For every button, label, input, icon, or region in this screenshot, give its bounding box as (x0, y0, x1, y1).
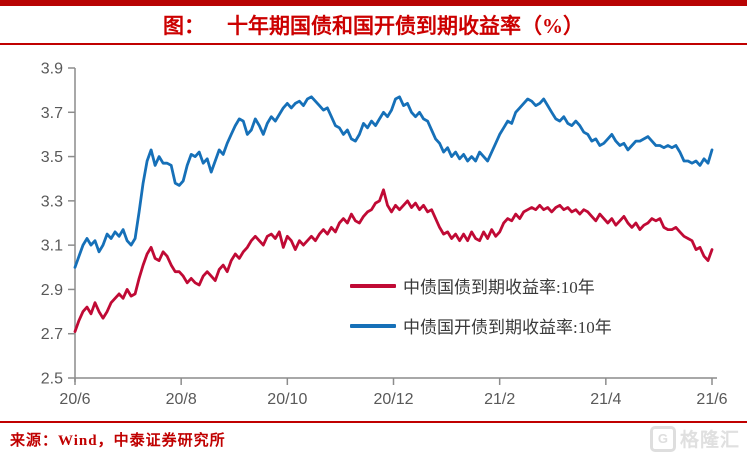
y-tick-label: 2.9 (41, 282, 63, 299)
treasury-line-swatch (350, 283, 396, 288)
yield-chart: 2.5 2.7 2.9 3.1 3.3 3.5 3.7 3.9 20/6 20/8 20/10 20/… (0, 45, 747, 421)
chart-title-tag: 图： (163, 14, 205, 38)
top-accent-bar (0, 0, 747, 6)
y-tick-label: 2.7 (41, 326, 63, 343)
cdb-yield-line (73, 95, 714, 269)
cdb-line-swatch (350, 323, 396, 328)
treasury-yield-line (73, 188, 714, 333)
x-tick-label: 21/2 (484, 391, 515, 408)
y-tick-label: 3.1 (41, 238, 63, 255)
chart-title: 图： 十年期国债和国开债到期收益率（%） (0, 10, 747, 40)
x-tick-label: 21/6 (696, 391, 727, 408)
gelonghui-watermark: G 格隆汇 (649, 425, 740, 452)
yield-chart-canvas: 2.5 2.7 2.9 3.1 3.3 3.5 3.7 3.9 20/6 20/8 20/10 20/… (41, 61, 728, 409)
legend-item-cdb: 中债国开债到期收益率:10年 (350, 315, 612, 337)
y-tick-label: 3.3 (41, 193, 63, 210)
x-tick-label: 20/10 (267, 391, 307, 408)
footer-divider-line (0, 421, 747, 423)
x-tick-label: 20/8 (166, 391, 197, 408)
chart-legend: 中债国债到期收益率:10年 中债国开债到期收益率:10年 (350, 275, 612, 355)
legend-item-treasury: 中债国债到期收益率:10年 (350, 275, 612, 297)
y-tick-label: 3.7 (41, 105, 63, 122)
x-tick-label: 20/12 (373, 391, 413, 408)
gelonghui-logo-icon: G (649, 425, 676, 452)
title-divider-line (0, 43, 747, 45)
legend-label-treasury: 中债国债到期收益率:10年 (403, 278, 595, 297)
legend-label-cdb: 中债国开债到期收益率:10年 (403, 318, 612, 337)
x-tick-label: 21/4 (590, 391, 621, 408)
y-tick-label: 3.9 (41, 61, 63, 78)
gelonghui-logo-text: 格隆汇 (679, 430, 740, 451)
source-note: 来源：Wind，中泰证券研究所 (10, 433, 226, 449)
y-tick-label: 2.5 (41, 371, 63, 388)
y-tick-label: 3.5 (41, 149, 63, 166)
chart-title-text: 十年期国债和国开债到期收益率（%） (227, 14, 584, 38)
x-tick-label: 20/6 (59, 391, 90, 408)
